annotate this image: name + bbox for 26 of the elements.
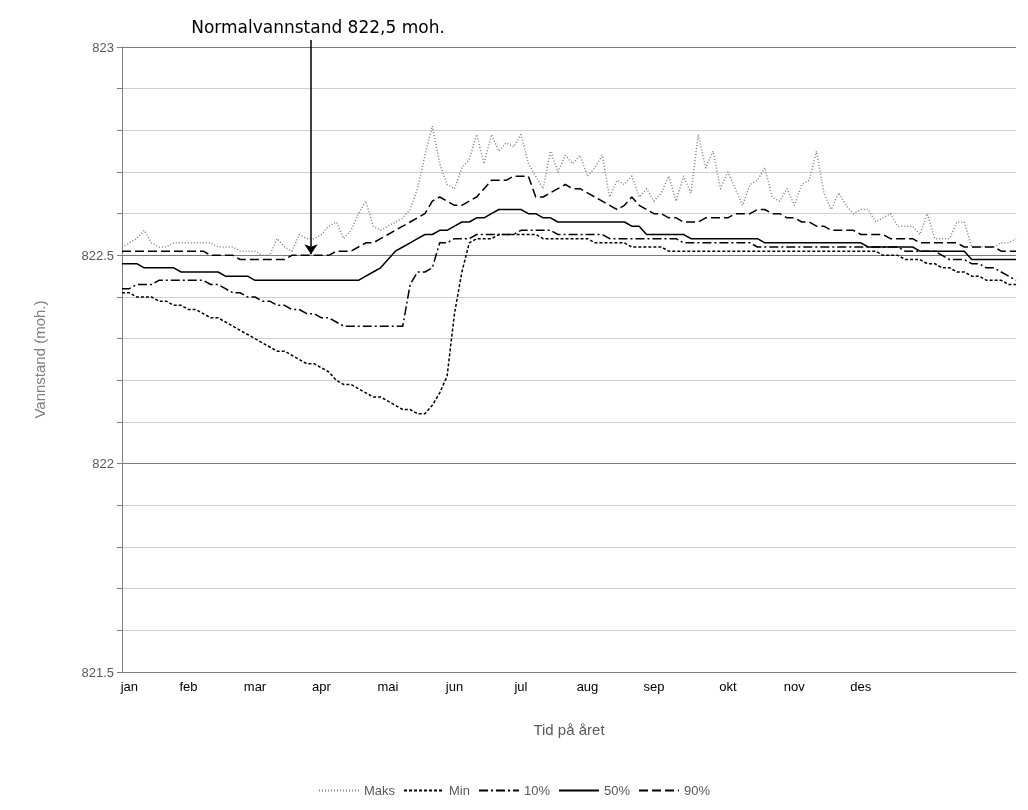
legend-label: 10%: [523, 783, 551, 798]
y-tick-label: 823: [92, 39, 114, 55]
x-tick-label: jan: [119, 679, 139, 694]
x-tick-label: des: [850, 679, 872, 694]
x-tick-label: apr: [312, 679, 332, 694]
x-tick-label: sep: [643, 679, 665, 694]
y-tick-label: 822: [92, 456, 114, 472]
legend-label: Maks: [363, 783, 396, 798]
x-tick-label: aug: [576, 679, 599, 694]
x-tick-label: feb: [179, 679, 198, 694]
x-tick-label: mar: [243, 679, 267, 694]
line-series: [121, 233, 1017, 415]
legend-label: Min: [449, 783, 470, 798]
y-tick-label: 822.5: [81, 247, 114, 263]
y-tick-label: 821.5: [81, 664, 114, 680]
annotation: Normalvannstand 822,5 moh.: [191, 16, 445, 37]
x-tick-label: jul: [513, 679, 528, 694]
x-tick-label: nov: [783, 679, 806, 694]
line-series: [121, 175, 1017, 261]
y-axis-title: Vannstand (moh.): [31, 300, 48, 419]
legend-label: 90%: [684, 783, 711, 798]
legend-label: 50%: [603, 783, 631, 798]
x-tick-label: mai: [377, 679, 399, 694]
x-tick-label: jun: [444, 679, 464, 694]
x-axis-title: Tid på året: [533, 721, 606, 738]
x-tick-label: okt: [719, 679, 737, 694]
